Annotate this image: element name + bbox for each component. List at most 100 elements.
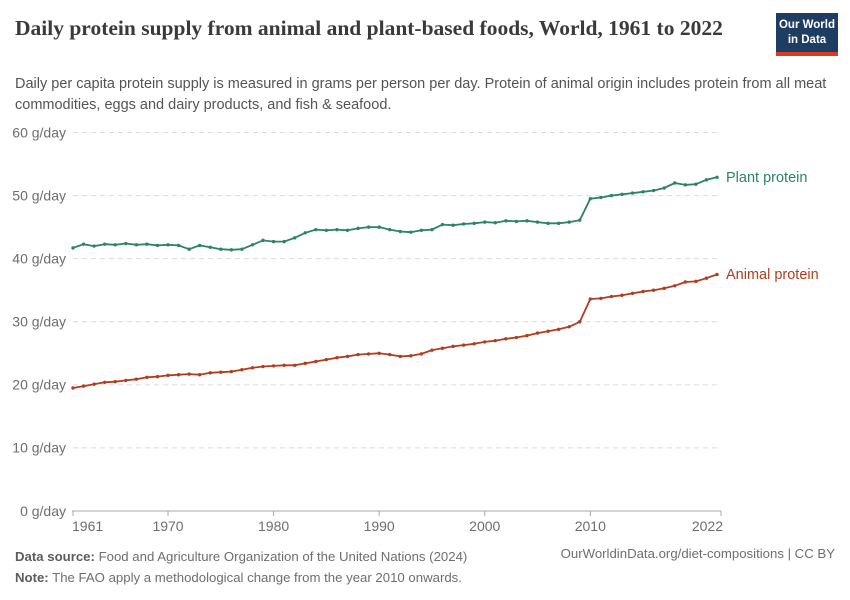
animal-protein-point-2000[interactable] [483,340,487,344]
animal-protein-point-2019[interactable] [683,280,688,284]
plant-protein-point-1999[interactable] [472,221,476,226]
animal-protein-point-1979[interactable] [261,364,265,369]
animal-protein-point-2020[interactable] [694,279,698,284]
plant-protein-point-1968[interactable] [145,242,149,246]
plant-protein-point-1995[interactable] [430,227,434,232]
plant-protein-point-1963[interactable] [92,244,96,248]
plant-protein-point-1971[interactable] [176,243,181,248]
plant-protein-point-2013[interactable] [620,192,624,197]
plant-protein-point-1972[interactable] [187,247,191,251]
animal-protein-point-1963[interactable] [92,382,96,386]
animal-protein-point-1974[interactable] [208,371,212,375]
plant-protein-point-1991[interactable] [388,227,392,232]
animal-protein-point-1971[interactable] [176,373,181,377]
animal-protein-point-2016[interactable] [651,288,656,292]
animal-protein-point-1976[interactable] [229,369,234,374]
plant-protein-point-1988[interactable] [356,226,360,231]
plant-protein-point-1986[interactable] [335,227,339,232]
plant-protein-point-1965[interactable] [113,243,117,247]
animal-protein-point-2014[interactable] [630,291,635,296]
animal-protein-point-1965[interactable] [113,379,117,384]
animal-protein-point-1990[interactable] [377,351,381,355]
animal-protein-point-2003[interactable] [514,335,519,340]
animal-protein-point-1993[interactable] [409,354,413,358]
plant-protein-point-2019[interactable] [683,183,688,187]
plant-protein-point-2015[interactable] [641,190,645,194]
plant-protein-point-2002[interactable] [504,219,508,223]
plant-protein-point-2001[interactable] [493,221,497,225]
plant-protein-point-2000[interactable] [483,220,487,224]
animal-protein-point-2018[interactable] [673,284,677,288]
plant-protein-point-2008[interactable] [567,220,571,224]
animal-protein-point-1972[interactable] [187,372,191,376]
animal-protein-point-1994[interactable] [419,352,424,356]
plant-protein-point-1976[interactable] [229,248,234,252]
plant-protein-point-1983[interactable] [303,231,307,235]
animal-protein-point-2015[interactable] [641,289,645,294]
plant-protein-point-2009[interactable] [578,218,582,222]
animal-protein-point-1968[interactable] [145,375,149,379]
animal-protein-point-1992[interactable] [398,354,402,359]
plant-protein-point-1981[interactable] [282,239,286,244]
animal-protein-point-1966[interactable] [124,378,128,383]
plant-protein-point-2016[interactable] [651,188,656,193]
animal-protein-point-1999[interactable] [472,342,476,346]
animal-protein-point-2008[interactable] [567,325,571,329]
plant-protein-point-1970[interactable] [166,243,170,247]
animal-protein-point-1991[interactable] [388,352,392,357]
animal-protein-point-1961[interactable] [71,386,75,390]
animal-protein-line[interactable] [72,273,718,389]
animal-protein-point-1985[interactable] [324,357,329,362]
animal-protein-point-1982[interactable] [293,363,297,367]
plant-protein-point-1969[interactable] [155,243,160,248]
plant-protein-point-1978[interactable] [250,243,255,247]
plant-protein-point-1997[interactable] [451,223,455,227]
plant-protein-point-2020[interactable] [694,182,698,186]
animal-protein-point-2006[interactable] [546,329,550,333]
animal-protein-point-2022[interactable] [715,272,719,277]
series-label-animal-protein[interactable]: Animal protein [726,267,819,283]
animal-protein-point-2021[interactable] [704,276,709,280]
animal-protein-point-1998[interactable] [461,343,466,347]
plant-protein-point-1992[interactable] [398,229,402,234]
animal-protein-point-2004[interactable] [525,333,529,338]
animal-protein-point-1995[interactable] [430,348,434,352]
plant-protein-point-2011[interactable] [599,195,603,200]
plant-protein-point-1998[interactable] [461,222,466,226]
plant-protein-point-1980[interactable] [271,239,276,244]
plant-protein-point-1985[interactable] [324,228,329,232]
animal-protein-point-2009[interactable] [578,320,582,324]
animal-protein-point-1987[interactable] [345,354,350,359]
plant-protein-line[interactable] [72,176,718,251]
plant-protein-point-1994[interactable] [419,228,424,232]
plant-protein-point-1977[interactable] [240,247,244,251]
animal-protein-point-2017[interactable] [662,286,666,291]
animal-protein-point-1980[interactable] [271,364,276,368]
animal-protein-point-2005[interactable] [535,331,540,335]
series-label-plant-protein[interactable]: Plant protein [726,170,807,186]
plant-protein-point-1989[interactable] [366,225,371,229]
plant-protein-point-1982[interactable] [293,236,297,240]
plant-protein-point-2017[interactable] [662,186,666,190]
plant-protein-point-1962[interactable] [81,242,86,246]
plant-protein-point-2003[interactable] [514,219,519,224]
animal-protein-point-1973[interactable] [197,373,202,377]
plant-protein-point-2005[interactable] [535,220,540,224]
owid-logo[interactable]: Our World in Data [776,13,838,56]
animal-protein-point-1969[interactable] [155,374,160,379]
animal-protein-point-1978[interactable] [250,366,255,370]
animal-protein-point-2007[interactable] [556,327,561,332]
animal-protein-point-1962[interactable] [81,384,86,388]
plant-protein-point-1974[interactable] [208,245,212,250]
animal-protein-point-1964[interactable] [102,380,107,385]
plant-protein-point-1987[interactable] [345,228,350,232]
animal-protein-point-2002[interactable] [504,337,508,341]
animal-protein-point-1975[interactable] [219,370,223,374]
animal-protein-point-1988[interactable] [356,352,360,357]
plant-protein-point-1975[interactable] [219,247,223,251]
animal-protein-point-2010[interactable] [588,297,593,301]
plant-protein-point-2007[interactable] [556,221,561,226]
animal-protein-point-1983[interactable] [303,361,307,366]
animal-protein-point-1970[interactable] [166,373,170,378]
animal-protein-point-1986[interactable] [335,356,339,360]
